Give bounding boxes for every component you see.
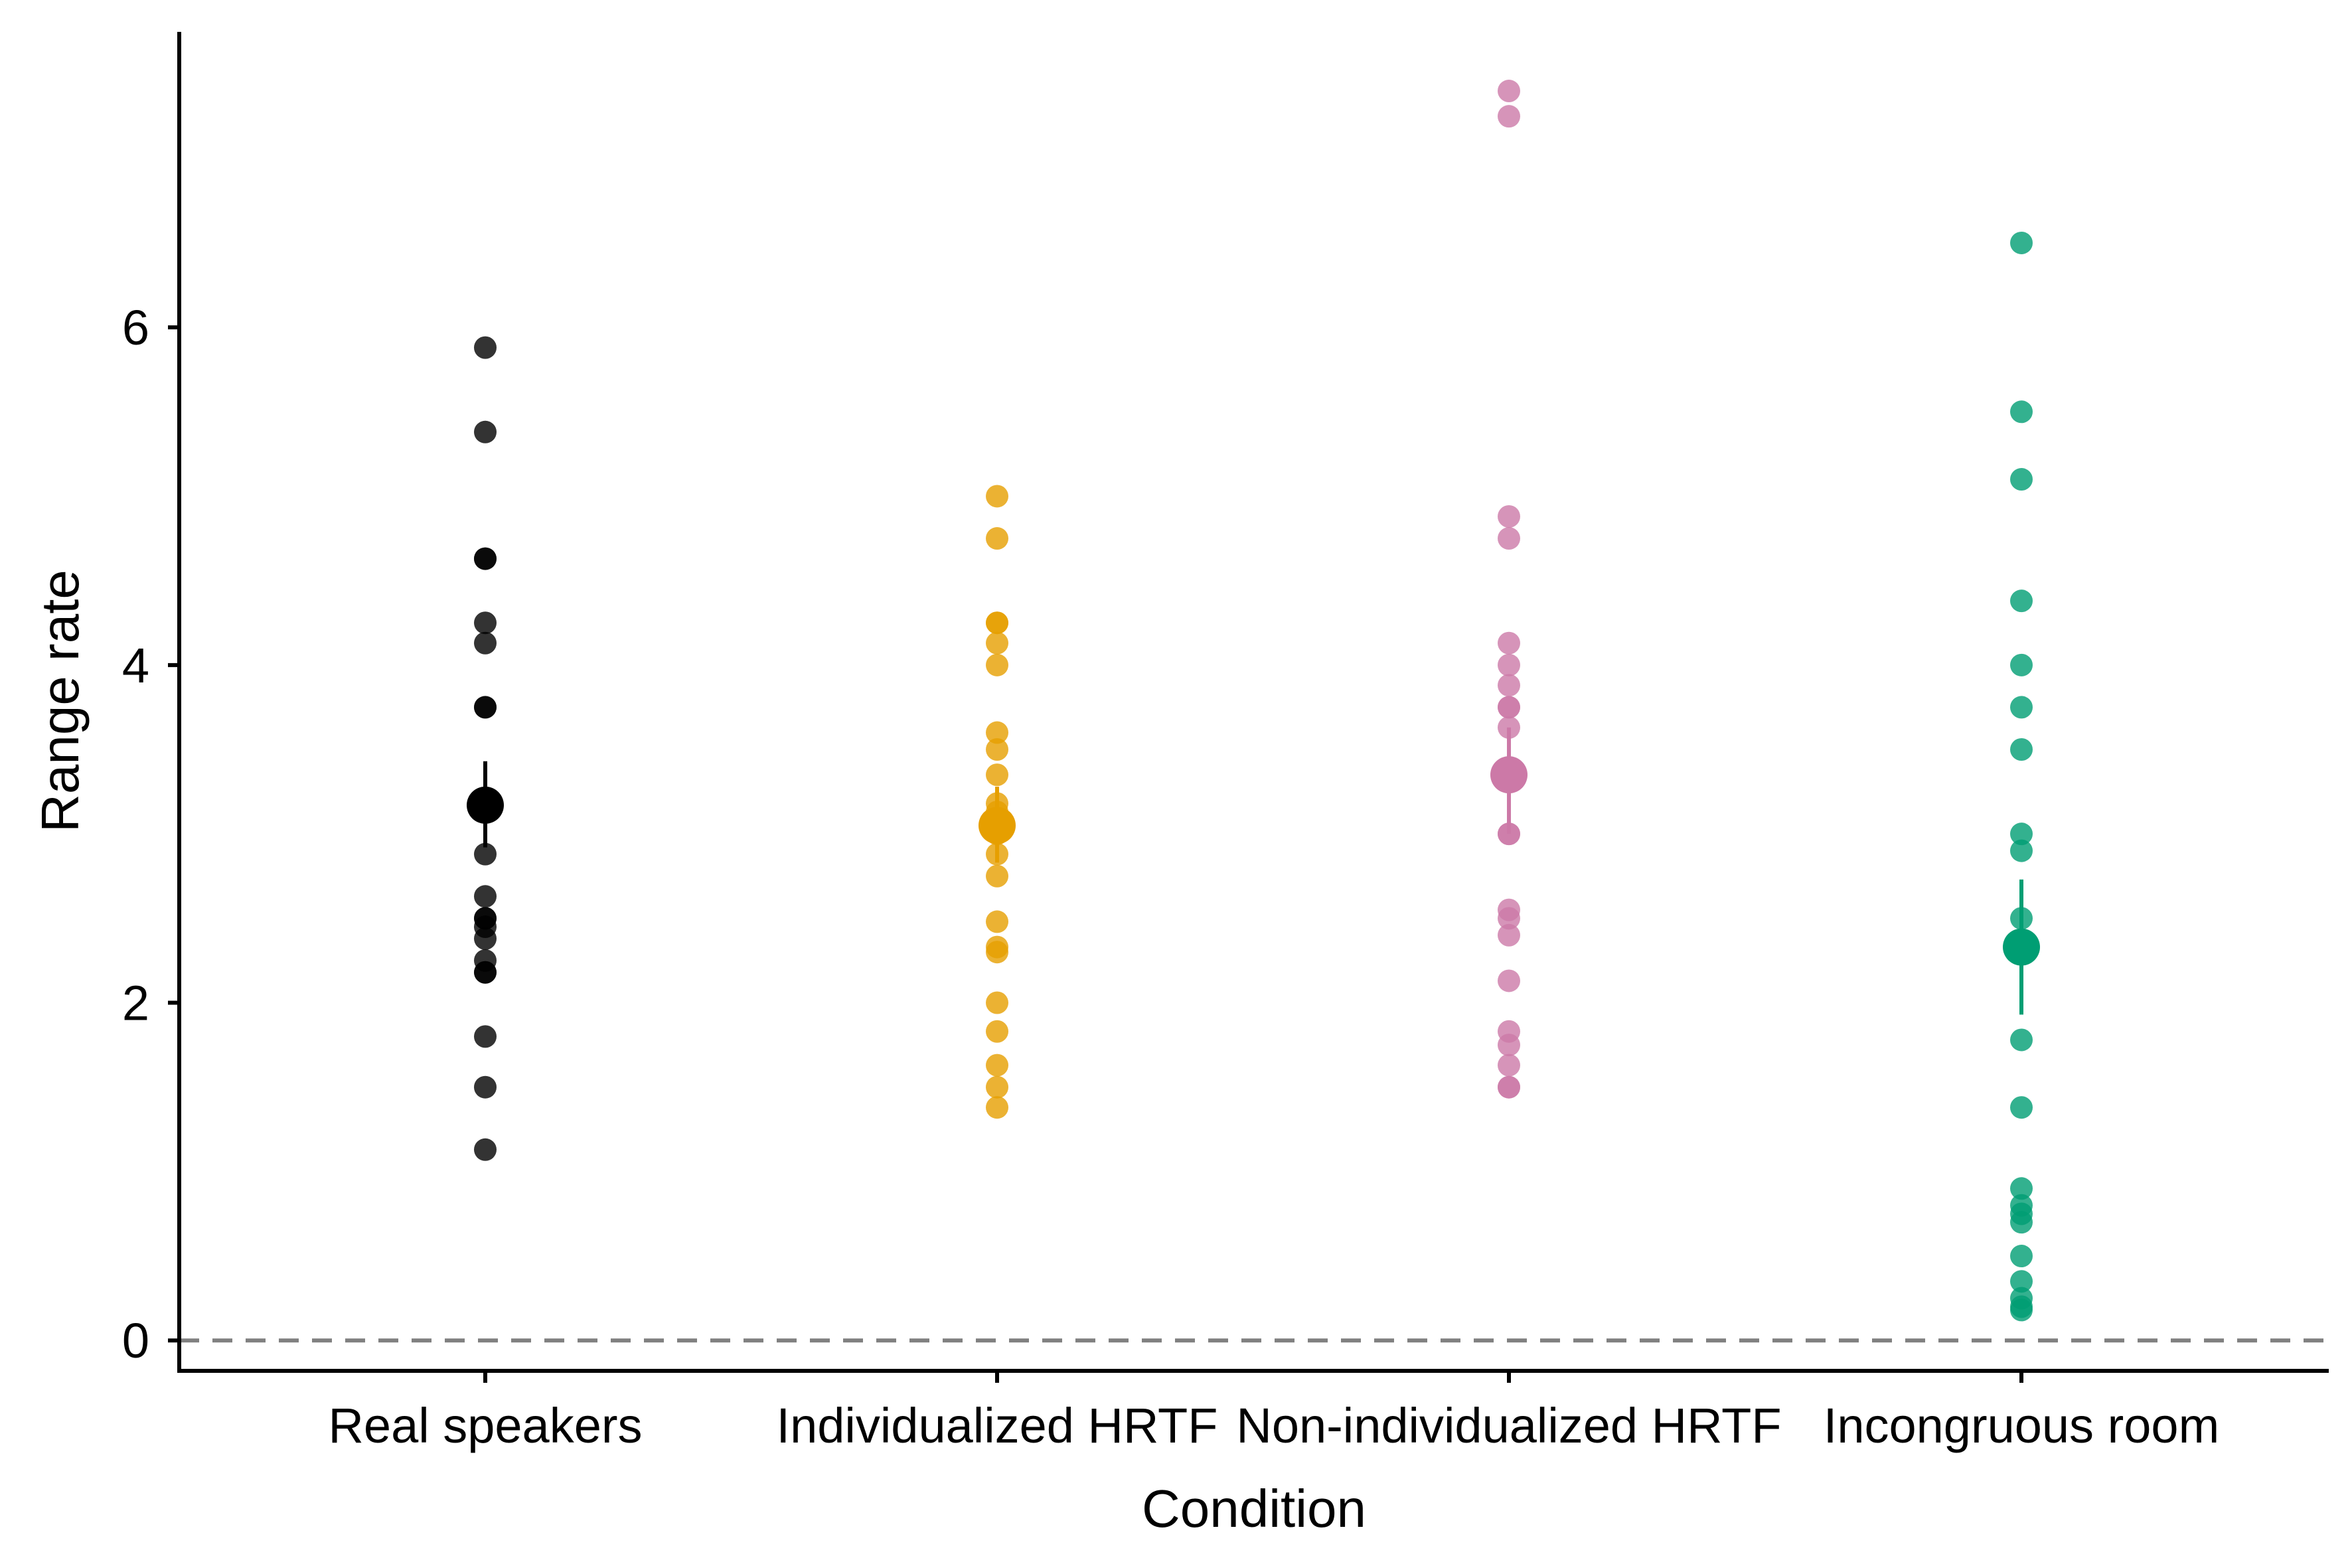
data-point: [986, 738, 1008, 761]
ticks-layer: 0 2 4 6 Real speakers Individualized HRTF Non-…: [122, 300, 2219, 1453]
data-point: [1498, 631, 1520, 655]
data-point: [986, 910, 1008, 933]
data-point: [474, 336, 497, 359]
data-point: [2010, 1177, 2033, 1200]
data-point: [1498, 1034, 1520, 1057]
x-tick-label: Incongruous room: [1824, 1398, 2219, 1453]
data-point: [986, 941, 1008, 964]
y-tick-label: 4: [122, 638, 149, 693]
y-tick-label: 6: [122, 300, 149, 355]
data-point: [474, 611, 497, 635]
axes-layer: [177, 32, 2329, 1373]
data-point: [1498, 653, 1520, 676]
data-point: [986, 631, 1008, 655]
data-point: [474, 885, 497, 908]
data-point: [474, 696, 497, 719]
data-point: [2010, 468, 2033, 491]
data-point: [1498, 696, 1520, 719]
data-point: [986, 1020, 1008, 1043]
data-point: [2010, 400, 2033, 424]
data-point: [1498, 80, 1520, 103]
data-point: [2010, 1028, 2033, 1052]
data-point: [1498, 1075, 1520, 1099]
data-point: [2010, 1211, 2033, 1234]
data-point: [986, 485, 1008, 508]
data-point: [474, 927, 497, 950]
points-layer: [474, 80, 2033, 1322]
data-point: [474, 842, 497, 866]
data-point: [2010, 231, 2033, 254]
summary-layer: [467, 727, 2040, 1015]
data-point: [986, 763, 1008, 787]
data-point: [474, 631, 497, 655]
x-tick-label: Individualized HRTF: [777, 1398, 1218, 1453]
y-tick-label: 0: [122, 1313, 149, 1368]
data-point: [986, 653, 1008, 676]
data-point: [474, 420, 497, 443]
data-point: [1498, 907, 1520, 930]
data-point: [1498, 527, 1520, 550]
data-point: [986, 721, 1008, 744]
data-point: [2010, 653, 2033, 676]
data-point: [1498, 505, 1520, 528]
data-point: [986, 991, 1008, 1014]
data-point: [2010, 839, 2033, 862]
data-point: [474, 961, 497, 984]
data-point: [1498, 105, 1520, 128]
data-point: [1498, 969, 1520, 992]
data-point: [2010, 589, 2033, 613]
mean-point: [979, 807, 1016, 844]
data-point: [1498, 1054, 1520, 1077]
data-point: [986, 1075, 1008, 1099]
data-point: [986, 1096, 1008, 1119]
data-point: [2010, 1245, 2033, 1268]
mean-point: [2003, 928, 2040, 966]
y-axis-title: Range rate: [31, 570, 90, 832]
data-point: [986, 527, 1008, 550]
data-point: [2010, 1298, 2033, 1322]
data-point: [2010, 823, 2033, 846]
data-point: [1498, 674, 1520, 697]
data-point: [1498, 923, 1520, 947]
mean-point: [1490, 756, 1528, 794]
data-point: [474, 1138, 497, 1161]
data-point: [474, 1025, 497, 1048]
x-tick-label: Non-individualized HRTF: [1236, 1398, 1781, 1453]
data-point: [2010, 738, 2033, 761]
y-tick-label: 2: [122, 976, 149, 1031]
data-point: [2010, 696, 2033, 719]
x-axis-title: Condition: [1142, 1479, 1366, 1538]
data-point: [986, 611, 1008, 635]
data-point: [986, 864, 1008, 888]
x-tick-label: Real speakers: [328, 1398, 642, 1453]
data-point: [986, 1054, 1008, 1077]
data-point: [2010, 1096, 2033, 1119]
data-point: [474, 1075, 497, 1099]
data-point: [474, 547, 497, 570]
data-point: [2010, 1270, 2033, 1293]
mean-point: [467, 786, 504, 824]
